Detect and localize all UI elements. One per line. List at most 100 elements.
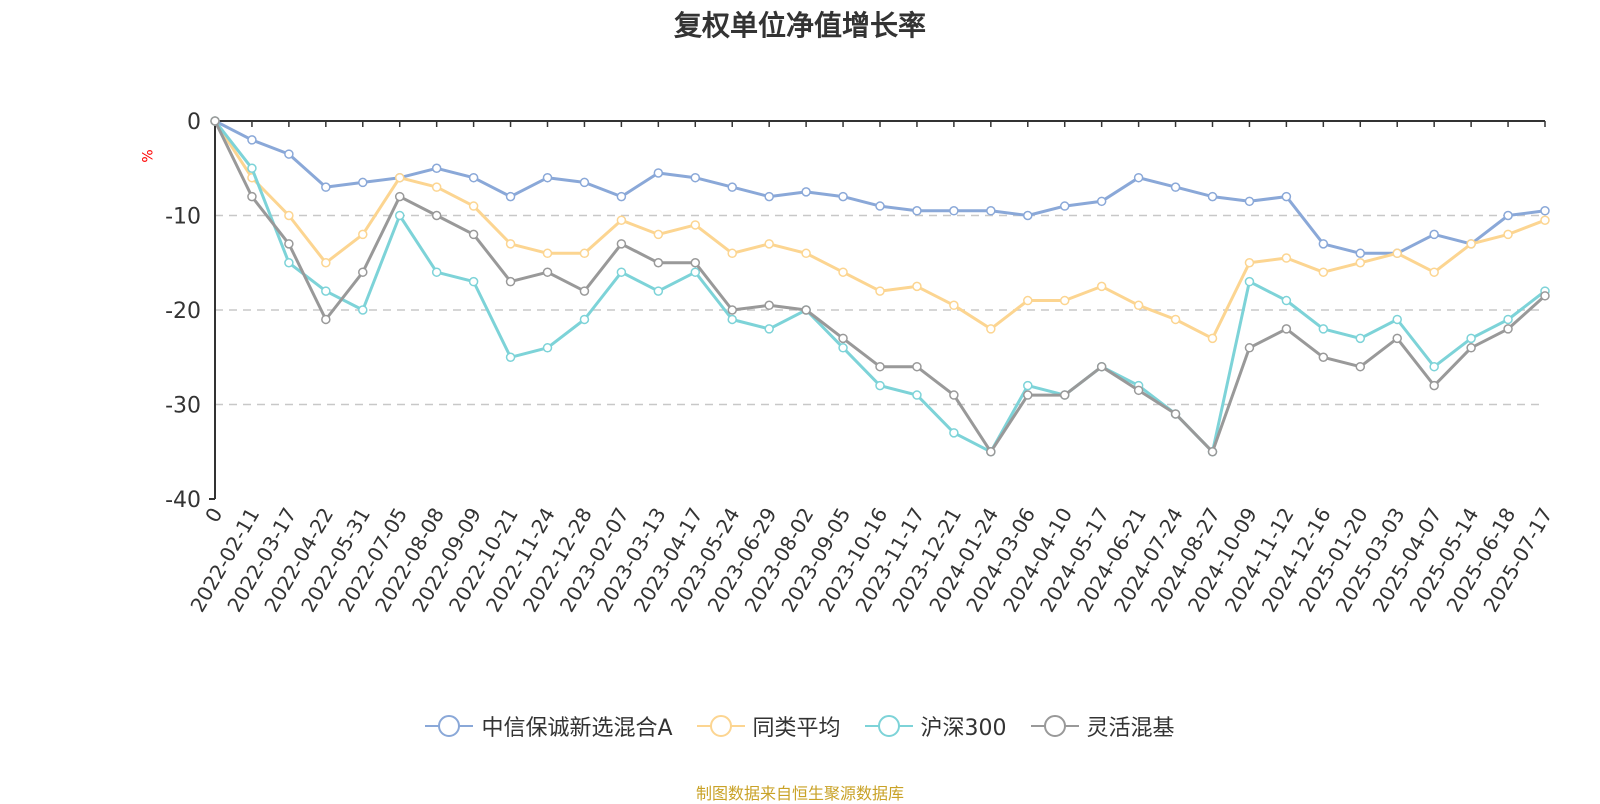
data-point bbox=[1429, 229, 1439, 240]
data-point bbox=[616, 215, 627, 225]
data-point bbox=[1244, 196, 1255, 207]
data-point bbox=[986, 447, 996, 457]
y-tick-label: 0 bbox=[187, 110, 201, 135]
data-point bbox=[394, 191, 405, 202]
legend-item[interactable]: 沪深300 bbox=[864, 710, 1007, 742]
data-point bbox=[1133, 385, 1144, 396]
data-point bbox=[1133, 300, 1144, 311]
legend: 中信保诚新选混合A 同类平均 沪深300 灵活混基 bbox=[0, 710, 1600, 742]
data-point bbox=[616, 191, 627, 202]
data-point bbox=[690, 267, 701, 277]
source-note: 制图数据来自恒生聚源数据库 bbox=[695, 784, 904, 803]
data-point bbox=[1392, 248, 1402, 259]
data-point bbox=[838, 343, 848, 353]
legend-label: 灵活混基 bbox=[1086, 716, 1175, 741]
data-point bbox=[1023, 210, 1033, 221]
data-point bbox=[949, 428, 959, 438]
data-point bbox=[1503, 210, 1513, 221]
data-point bbox=[1318, 239, 1329, 249]
legend-item[interactable]: 灵活混基 bbox=[1030, 710, 1175, 742]
y-tick-label: -30 bbox=[165, 394, 201, 419]
data-point bbox=[727, 182, 737, 192]
data-point bbox=[653, 229, 664, 240]
y-tick-label: -40 bbox=[165, 488, 201, 513]
legend-item[interactable]: 中信保诚新选混合A bbox=[425, 710, 673, 742]
data-point bbox=[875, 201, 885, 211]
data-point bbox=[1540, 291, 1550, 301]
data-point bbox=[542, 267, 553, 277]
data-point bbox=[764, 300, 774, 311]
data-point bbox=[1059, 295, 1070, 306]
data-point bbox=[210, 116, 220, 126]
data-point bbox=[1318, 352, 1329, 362]
data-point bbox=[875, 286, 885, 296]
data-point bbox=[1466, 343, 1476, 353]
legend-item[interactable]: 同类平均 bbox=[696, 710, 841, 742]
legend-label: 同类平均 bbox=[752, 716, 841, 741]
data-point bbox=[1023, 380, 1033, 391]
data-point bbox=[321, 258, 331, 268]
data-point bbox=[616, 267, 627, 277]
data-point bbox=[764, 239, 774, 249]
data-point bbox=[1318, 324, 1329, 334]
data-point bbox=[468, 229, 479, 240]
data-point bbox=[1170, 182, 1181, 192]
data-point bbox=[1429, 361, 1439, 372]
data-point bbox=[653, 168, 664, 178]
data-point bbox=[912, 206, 922, 216]
data-point bbox=[431, 267, 442, 277]
data-point bbox=[579, 248, 590, 259]
legend-marker-icon bbox=[864, 714, 913, 738]
data-point bbox=[690, 172, 701, 183]
data-point bbox=[727, 248, 737, 259]
data-point bbox=[542, 172, 553, 183]
data-point bbox=[579, 286, 590, 296]
legend-marker-icon bbox=[1030, 714, 1079, 738]
data-point bbox=[616, 239, 627, 249]
data-point bbox=[247, 191, 257, 202]
data-point bbox=[1207, 191, 1218, 202]
data-point bbox=[1503, 229, 1513, 240]
data-point bbox=[505, 191, 516, 202]
data-point bbox=[321, 286, 331, 296]
data-point bbox=[468, 201, 479, 211]
data-point bbox=[838, 333, 848, 344]
data-point bbox=[505, 239, 516, 249]
data-point bbox=[1281, 191, 1292, 202]
data-point bbox=[1392, 333, 1402, 344]
legend-label: 沪深300 bbox=[920, 716, 1007, 741]
data-point bbox=[505, 352, 516, 362]
data-point bbox=[431, 210, 442, 221]
data-point bbox=[1244, 343, 1255, 353]
data-point bbox=[801, 248, 811, 259]
data-point bbox=[1170, 409, 1181, 419]
y-tick-label: -10 bbox=[165, 205, 201, 230]
data-point bbox=[1096, 361, 1107, 372]
data-point bbox=[321, 182, 331, 192]
series-lines bbox=[210, 116, 1550, 457]
legend-marker-icon bbox=[696, 714, 745, 738]
data-point bbox=[986, 206, 996, 216]
data-point bbox=[468, 276, 479, 287]
x-tick-label: 0 bbox=[200, 504, 227, 527]
data-point bbox=[394, 210, 405, 221]
data-point bbox=[1503, 324, 1513, 334]
data-point bbox=[284, 239, 294, 249]
data-point bbox=[1059, 201, 1070, 211]
data-point bbox=[1355, 333, 1366, 344]
data-point bbox=[838, 191, 848, 202]
data-point bbox=[1540, 206, 1550, 216]
data-point bbox=[912, 281, 922, 292]
data-point bbox=[1023, 390, 1033, 400]
data-point bbox=[653, 286, 664, 296]
data-point bbox=[1096, 196, 1107, 207]
chart-title: 复权单位净值增长率 bbox=[673, 9, 926, 42]
data-point bbox=[579, 314, 590, 325]
data-point bbox=[1244, 258, 1255, 268]
data-point bbox=[1392, 314, 1402, 325]
legend-label: 中信保诚新选混合A bbox=[481, 716, 673, 741]
data-point bbox=[431, 182, 442, 192]
y-tick-label: -20 bbox=[165, 299, 201, 324]
data-point bbox=[875, 380, 885, 391]
